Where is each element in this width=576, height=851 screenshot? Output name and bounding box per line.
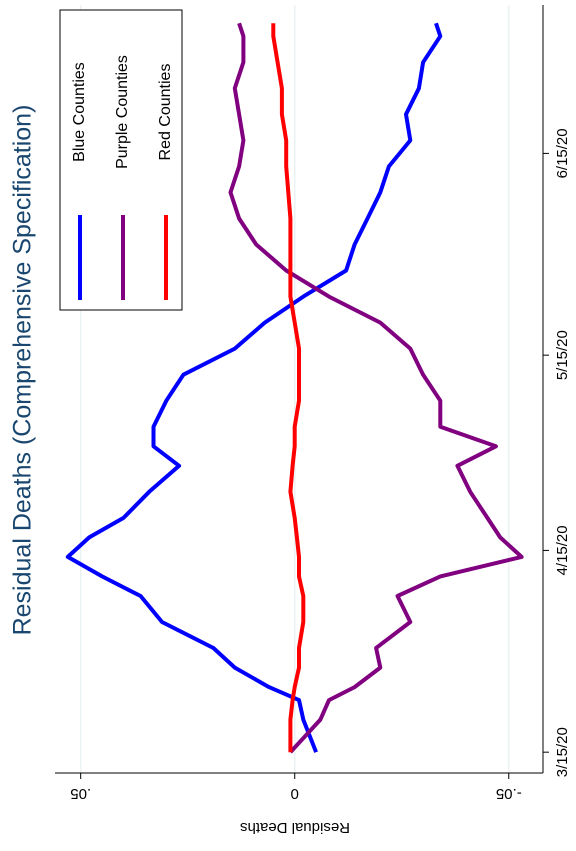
x-tick-label: 6/15/20 bbox=[554, 128, 571, 178]
legend-label: Purple Counties bbox=[114, 55, 131, 169]
y-tick-label: .05 bbox=[70, 785, 91, 802]
x-tick-label: 5/15/20 bbox=[554, 330, 571, 380]
y-tick-label: 0 bbox=[291, 785, 299, 802]
series-line bbox=[65, 22, 443, 753]
legend-label: Blue Counties bbox=[71, 62, 88, 162]
series-line bbox=[228, 22, 524, 754]
series-line bbox=[271, 23, 306, 753]
chart-title: Residual Deaths (Comprehensive Specifica… bbox=[9, 105, 37, 636]
y-axis-label: Residual Deaths bbox=[240, 819, 350, 836]
legend-label: Red Counties bbox=[157, 64, 174, 161]
x-tick-label: 4/15/20 bbox=[554, 525, 571, 575]
y-tick-label: -.05 bbox=[496, 785, 522, 802]
x-tick-label: 3/15/20 bbox=[554, 727, 571, 777]
